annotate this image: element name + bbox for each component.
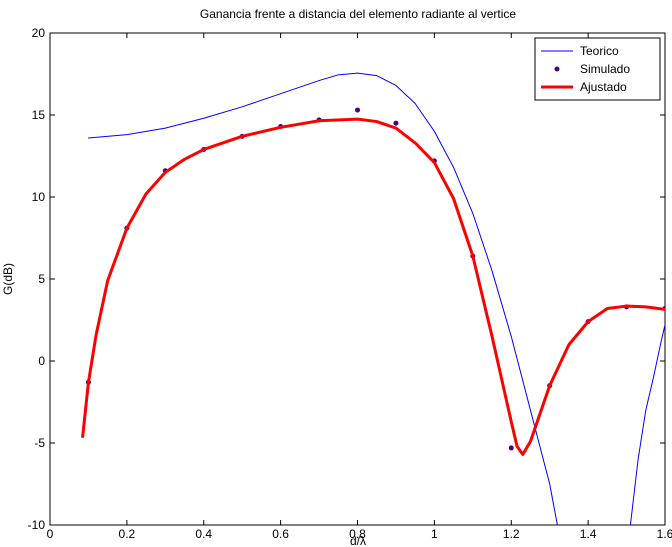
series-layer <box>81 72 665 525</box>
y-tick-label: -10 <box>28 518 46 532</box>
legend-label-teorico: Teorico <box>580 44 619 58</box>
x-tick-label: 1.4 <box>580 527 597 541</box>
y-tick-label: 10 <box>32 190 46 204</box>
y-tick-label: 5 <box>38 272 45 286</box>
chart-title: Ganancia frente a distancia del elemento… <box>200 7 517 21</box>
y-tick-label: 20 <box>32 26 46 40</box>
y-tick-label: -5 <box>34 436 45 450</box>
legend: Teorico Simulado Ajustado <box>534 37 661 101</box>
series-simulado-point <box>393 120 399 126</box>
x-axis-title: d/λ <box>350 534 366 547</box>
x-tick-label: 0.4 <box>195 527 212 541</box>
y-axis-title: G(dB) <box>1 263 15 295</box>
x-tick-label: 0.2 <box>119 527 136 541</box>
x-tick-label: 1.2 <box>503 527 520 541</box>
series-simulado-point <box>355 107 360 113</box>
series-teorico-line <box>87 72 558 525</box>
legend-label-simulado: Simulado <box>580 62 630 76</box>
x-tick-label: 0.8 <box>349 527 366 541</box>
series-simulado-point <box>508 445 514 451</box>
series-teorico-line-segment-2 <box>629 324 665 525</box>
y-tick-label: 15 <box>32 108 46 122</box>
plot-frame <box>49 32 666 526</box>
x-tick-label: 1.6 <box>657 527 672 541</box>
legend-label-ajustado: Ajustado <box>580 80 627 94</box>
legend-swatch-simulado <box>554 66 560 72</box>
x-tick-label: 1 <box>431 527 438 541</box>
y-tick-label: 0 <box>38 354 45 368</box>
ticks-layer: 0 0.2 0.4 0.6 0.8 1 1.2 1.4 1.6 -10 -5 0 5 10 15 20 <box>28 26 672 541</box>
x-tick-label: 0.6 <box>272 527 289 541</box>
x-tick-label: 0 <box>47 527 54 541</box>
series-ajustado-line <box>81 117 665 456</box>
